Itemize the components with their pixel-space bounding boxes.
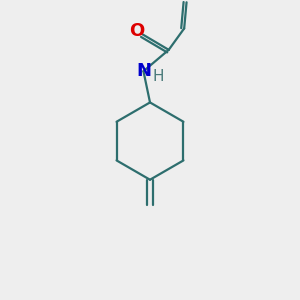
Text: H: H: [153, 69, 164, 84]
Text: N: N: [136, 62, 151, 80]
Text: O: O: [130, 22, 145, 40]
